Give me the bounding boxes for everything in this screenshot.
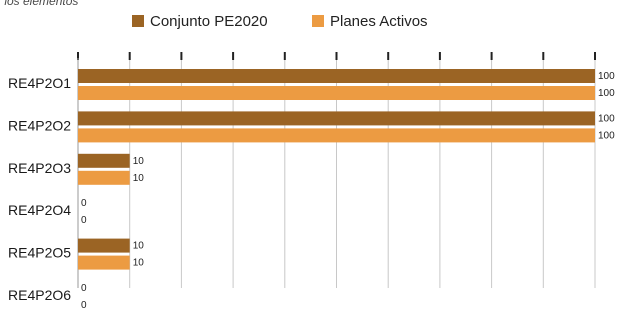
bar bbox=[78, 111, 595, 126]
data-label: 10 bbox=[133, 173, 145, 184]
data-label: 0 bbox=[81, 198, 87, 209]
data-label: 100 bbox=[598, 88, 615, 99]
bar bbox=[78, 86, 595, 100]
legend-swatch bbox=[312, 15, 324, 27]
data-label: 10 bbox=[133, 156, 145, 167]
legend-swatch bbox=[132, 15, 144, 27]
data-label: 100 bbox=[598, 113, 615, 124]
bar bbox=[78, 153, 130, 168]
category-label: RE4P2O3 bbox=[8, 160, 71, 176]
data-label: 0 bbox=[81, 283, 87, 294]
legend-label: Planes Activos bbox=[330, 13, 428, 30]
data-label: 100 bbox=[598, 130, 615, 141]
category-label: RE4P2O5 bbox=[8, 245, 71, 261]
category-label: RE4P2O1 bbox=[8, 75, 71, 91]
chart-title-fragment: r los elementos bbox=[0, 0, 79, 8]
bar bbox=[78, 128, 595, 143]
bar bbox=[78, 170, 130, 185]
data-label: 0 bbox=[81, 300, 87, 311]
bar bbox=[78, 69, 595, 83]
category-label: RE4P2O2 bbox=[8, 117, 71, 133]
data-label: 0 bbox=[81, 215, 87, 226]
data-label: 10 bbox=[133, 258, 145, 269]
legend-label: Conjunto PE2020 bbox=[150, 13, 268, 30]
bar bbox=[78, 238, 130, 253]
category-label: RE4P2O4 bbox=[8, 202, 71, 218]
data-label: 10 bbox=[133, 241, 145, 252]
category-label: RE4P2O6 bbox=[8, 287, 71, 303]
data-label: 100 bbox=[598, 71, 615, 82]
bar bbox=[78, 255, 130, 270]
